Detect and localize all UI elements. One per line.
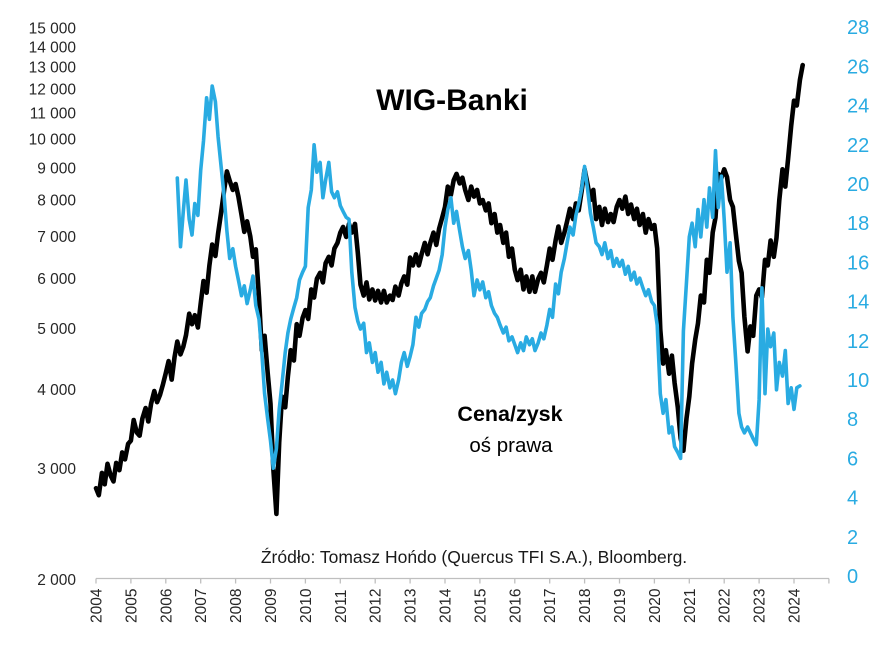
right-axis-tick-label: 14 [847, 292, 869, 314]
left-axis-tick-label: 12 000 [29, 82, 77, 99]
right-axis-tick-label: 8 [847, 409, 858, 431]
left-axis-tick-label: 14 000 [29, 39, 77, 56]
right-axis-tick-label: 6 [847, 448, 858, 470]
x-axis-tick-label: 2015 [472, 589, 489, 623]
x-axis-tick-label: 2011 [333, 590, 350, 623]
left-axis-tick-label: 5 000 [37, 321, 76, 338]
pe-series-label: Cena/zysk [457, 402, 563, 426]
x-axis-tick-label: 2014 [438, 588, 455, 623]
left-axis-tick-label: 3 000 [37, 461, 76, 478]
left-axis-tick-label: 8 000 [37, 192, 76, 209]
left-axis-tick-label: 7 000 [37, 229, 76, 246]
left-axis-tick-label: 13 000 [29, 60, 77, 77]
pe-ratio-line [175, 84, 802, 471]
x-axis-tick-label: 2013 [403, 589, 420, 623]
x-axis-tick-label: 2020 [647, 588, 664, 623]
right-axis-tick-label: 0 [847, 566, 858, 588]
right-axis-tick-label: 28 [847, 17, 869, 39]
x-axis-tick-label: 2022 [717, 589, 734, 623]
x-axis-tick-label: 2005 [123, 589, 140, 623]
right-axis-tick-label: 20 [847, 174, 869, 196]
left-axis-tick-label: 9 000 [37, 160, 76, 177]
x-axis-tick-label: 2024 [787, 588, 804, 623]
x-axis-tick-label: 2019 [612, 589, 629, 623]
right-axis-tick-label: 18 [847, 213, 869, 235]
x-axis-tick-label: 2021 [682, 589, 699, 623]
x-axis-tick-label: 2006 [158, 589, 175, 623]
x-axis-tick-label: 2010 [298, 588, 315, 623]
x-axis-tick-label: 2016 [507, 589, 524, 623]
left-axis-tick-label: 6 000 [37, 271, 76, 288]
pe-series-axis-note: oś prawa [469, 434, 553, 457]
x-axis-tick-label: 2017 [542, 589, 559, 623]
right-axis-tick-label: 16 [847, 252, 869, 274]
x-axis-tick-label: 2007 [193, 589, 210, 623]
chart-title: WIG-Banki [376, 84, 528, 117]
left-axis-tick-label: 11 000 [30, 105, 77, 122]
left-axis-tick-label: 15 000 [29, 21, 77, 38]
x-axis-tick-label: 2018 [577, 589, 594, 623]
right-axis-tick-label: 24 [847, 96, 869, 118]
right-axis-tick-label: 2 [847, 527, 858, 549]
x-axis-tick-label: 2023 [752, 589, 769, 623]
right-axis-tick-label: 4 [847, 488, 858, 510]
left-axis-tick-label: 2 000 [37, 572, 76, 589]
left-axis-tick-label: 4 000 [37, 382, 76, 399]
x-axis-tick-label: 2008 [228, 589, 245, 623]
x-axis-tick-label: 2004 [89, 588, 106, 623]
x-axis-tick-label: 2012 [368, 589, 385, 623]
right-axis-tick-label: 26 [847, 56, 869, 78]
right-axis-tick-label: 10 [847, 370, 869, 392]
right-axis-tick-label: 12 [847, 331, 869, 353]
wig-banki-line [93, 62, 806, 517]
left-axis-tick-label: 10 000 [29, 131, 77, 148]
right-axis-tick-label: 22 [847, 135, 869, 157]
x-axis-tick-label: 2009 [263, 589, 280, 623]
source-note: Źródło: Tomasz Hońdo (Quercus TFI S.A.),… [260, 547, 688, 567]
